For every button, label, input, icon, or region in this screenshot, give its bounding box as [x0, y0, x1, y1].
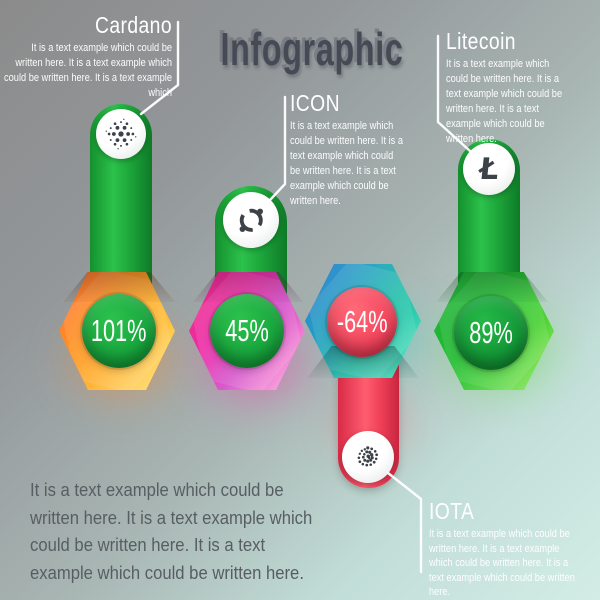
- litecoin-description: It is a text example which could be writ…: [446, 58, 563, 145]
- litecoin-value: 89%: [469, 315, 513, 350]
- icon-label-block: ICON It is a text example which could be…: [290, 90, 406, 209]
- iota-badge: [342, 431, 394, 483]
- footer-paragraph: It is a text example which could be writ…: [30, 479, 313, 583]
- cardano-label-block: Cardano It is a text example which could…: [4, 12, 172, 101]
- iota-value: -64%: [336, 304, 388, 339]
- cardano-value-circle: 101%: [82, 294, 156, 368]
- litecoin-badge: Ł: [463, 143, 515, 195]
- litecoin-icon: Ł: [476, 153, 501, 188]
- icon-value-circle: 45%: [210, 294, 284, 368]
- icon-description: It is a text example which could be writ…: [290, 120, 403, 207]
- icon-badge: [223, 192, 279, 248]
- cardano-dots-icon: [105, 118, 137, 150]
- icon-connector-line: [268, 95, 287, 202]
- hexagon-iota: [305, 264, 421, 378]
- litecoin-value-circle: 89%: [454, 296, 528, 370]
- cardano-description: It is a text example which could be writ…: [4, 42, 173, 99]
- cardano-value: 101%: [91, 313, 147, 348]
- cardano-badge: [96, 109, 146, 159]
- icon-value: 45%: [225, 313, 269, 348]
- iota-label-block: IOTA It is a text example which could be…: [429, 498, 579, 600]
- litecoin-title: Litecoin: [446, 28, 516, 54]
- page-title: Infographic: [220, 23, 404, 75]
- iota-swirl-icon: [357, 446, 379, 467]
- iota-value-circle: -64%: [327, 287, 397, 357]
- iota-title: IOTA: [429, 498, 475, 524]
- cardano-title: Cardano: [94, 12, 172, 38]
- svg-text:Ł: Ł: [476, 153, 501, 188]
- icon-title: ICON: [290, 90, 340, 116]
- icon-icx-icon: [239, 208, 263, 232]
- litecoin-label-block: Litecoin It is a text example which coul…: [446, 28, 565, 147]
- iota-connector-line: [386, 471, 423, 574]
- iota-description: It is a text example which could be writ…: [429, 528, 575, 598]
